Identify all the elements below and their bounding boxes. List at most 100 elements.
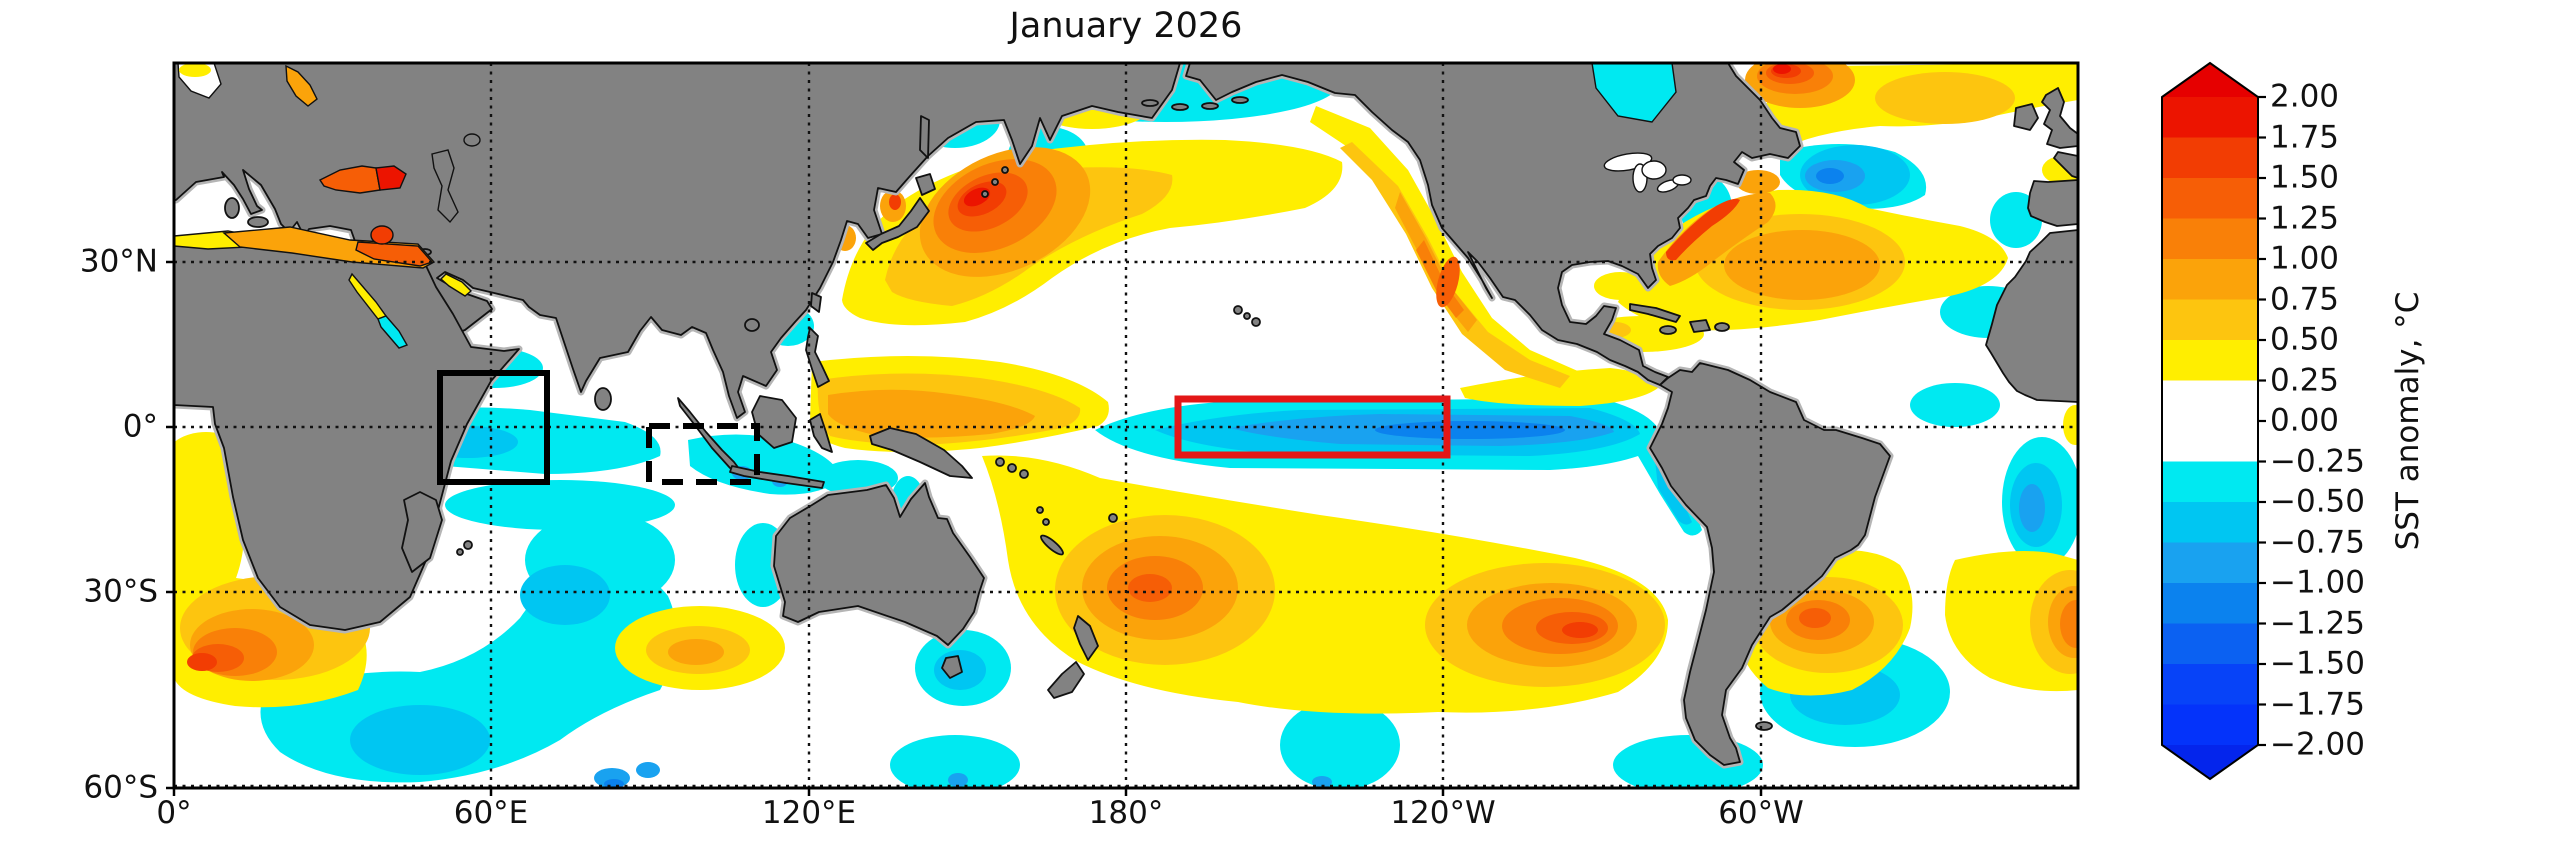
solid-black-box xyxy=(437,370,550,485)
colorbar-tick-6: 0.50 xyxy=(2270,321,2340,358)
red-sea-south xyxy=(377,315,409,349)
land-south-america xyxy=(1649,362,1891,766)
land-kuril-2 xyxy=(991,178,999,186)
land-iberia-west xyxy=(2027,179,2078,227)
dashed-black-box xyxy=(646,423,760,485)
yellow-streak-north-sea xyxy=(179,63,211,77)
land-java xyxy=(729,465,825,489)
land-honshu xyxy=(865,197,930,251)
colorbar-tick-15: −1.75 xyxy=(2270,686,2365,722)
baltic-sea xyxy=(285,64,318,107)
land-mauritius xyxy=(463,540,473,550)
land-solomon-1 xyxy=(995,457,1005,467)
land-aleutian-1 xyxy=(1141,99,1159,107)
land-hainan xyxy=(744,318,760,332)
colorbar-arrow-top xyxy=(2162,63,2258,97)
hudson-bay xyxy=(1591,63,1677,123)
land-australia xyxy=(773,482,985,646)
land-kuril-1 xyxy=(1001,166,1009,174)
colorbar-tick-13: −1.25 xyxy=(2270,605,2365,641)
colorbar-tick-14: −1.50 xyxy=(2270,645,2365,682)
land-aleutian-4 xyxy=(1231,96,1249,104)
persian-gulf xyxy=(439,273,473,297)
land-falkland xyxy=(1755,721,1773,731)
land-sulawesi xyxy=(809,413,833,453)
colorbar-tick-9: −0.25 xyxy=(2270,443,2365,479)
colorbar-tick-0: 2.00 xyxy=(2270,78,2340,115)
mediterranean-east xyxy=(355,241,434,267)
land-solomon-2 xyxy=(1007,463,1017,473)
land-north-america xyxy=(1185,63,1801,386)
land-africa-west xyxy=(1985,229,2078,403)
land-sakhalin xyxy=(919,115,930,159)
land-hawaii-2 xyxy=(1243,312,1251,320)
land-philippines xyxy=(805,327,830,388)
x-tick-120W: 120°W xyxy=(1390,795,1496,831)
lake-huron xyxy=(1641,160,1667,180)
land-solomon-3 xyxy=(1019,469,1029,479)
land-ireland xyxy=(2013,103,2039,131)
land-taiwan xyxy=(810,292,822,313)
aral-sea xyxy=(463,133,481,147)
colorbar-tick-1: 1.75 xyxy=(2270,119,2340,155)
land-tasmania xyxy=(941,655,963,679)
land-sicily xyxy=(247,216,269,228)
colorbar-tick-marks xyxy=(2258,95,2266,747)
graticule xyxy=(174,63,2078,788)
land-vanuatu-1 xyxy=(1036,506,1044,514)
land-uk xyxy=(2041,87,2078,149)
x-tick-60W: 60°W xyxy=(1718,795,1804,831)
y-tick-60S: 60°S xyxy=(83,769,158,806)
land-nz-north xyxy=(1073,615,1099,661)
y-tick-30S: 30°S xyxy=(83,573,158,610)
colorbar-title: SST anomaly, °C xyxy=(2390,291,2426,551)
land-aleutian-3 xyxy=(1201,102,1219,110)
land-sardinia xyxy=(224,197,240,219)
land-reunion xyxy=(456,548,464,556)
x-tick-180: 180° xyxy=(1088,795,1164,831)
world-map xyxy=(174,63,2078,788)
land-hispaniola xyxy=(1689,319,1711,333)
land-puerto-rico xyxy=(1714,322,1730,332)
land-cuba xyxy=(1629,303,1681,323)
land-hawaii-3 xyxy=(1251,317,1261,327)
colorbar-tick-12: −1.00 xyxy=(2270,564,2365,601)
colorbar-tick-3: 1.25 xyxy=(2270,200,2340,236)
caspian-sea xyxy=(431,149,459,224)
x-tick-120E: 120°E xyxy=(761,795,857,831)
land-borneo xyxy=(751,395,797,449)
land-nz-south xyxy=(1047,661,1085,699)
inland-seas xyxy=(174,63,1692,349)
y-tick-0: 0° xyxy=(122,408,158,445)
x-tick-60E: 60°E xyxy=(453,795,529,831)
colorbar-tick-5: 0.75 xyxy=(2270,281,2340,317)
colorbar-tick-4: 1.00 xyxy=(2270,240,2340,277)
lake-ontario xyxy=(1672,174,1692,186)
red-box xyxy=(1174,395,1451,459)
land-new-guinea xyxy=(869,427,973,479)
land-aleutian-2 xyxy=(1171,103,1189,111)
colorbar-tick-11: −0.75 xyxy=(2270,524,2365,560)
colorbar xyxy=(2161,61,2266,781)
land-kuril-3 xyxy=(981,190,989,198)
land-jamaica xyxy=(1659,325,1677,335)
axis-ticks xyxy=(166,260,1763,796)
land-new-caledonia xyxy=(1040,534,1064,556)
colorbar-arrow-bottom xyxy=(2162,745,2258,779)
land-madagascar xyxy=(401,491,443,573)
land-vanuatu-2 xyxy=(1042,518,1050,526)
land-france-west xyxy=(2053,151,2078,179)
black-sea-east xyxy=(375,165,407,191)
x-tick-0: 0° xyxy=(156,795,192,831)
colorbar-tick-7: 0.25 xyxy=(2270,362,2340,398)
land-fiji xyxy=(1108,513,1118,523)
colorbar-tick-2: 1.50 xyxy=(2270,159,2340,196)
land-sri-lanka xyxy=(594,387,612,411)
colorbar-tick-8: 0.00 xyxy=(2270,402,2340,439)
land-hokkaido xyxy=(915,173,936,196)
chart-title: January 2026 xyxy=(1009,6,1243,46)
colorbar-tick-16: −2.00 xyxy=(2270,726,2365,763)
y-tick-30N: 30°N xyxy=(79,243,158,280)
